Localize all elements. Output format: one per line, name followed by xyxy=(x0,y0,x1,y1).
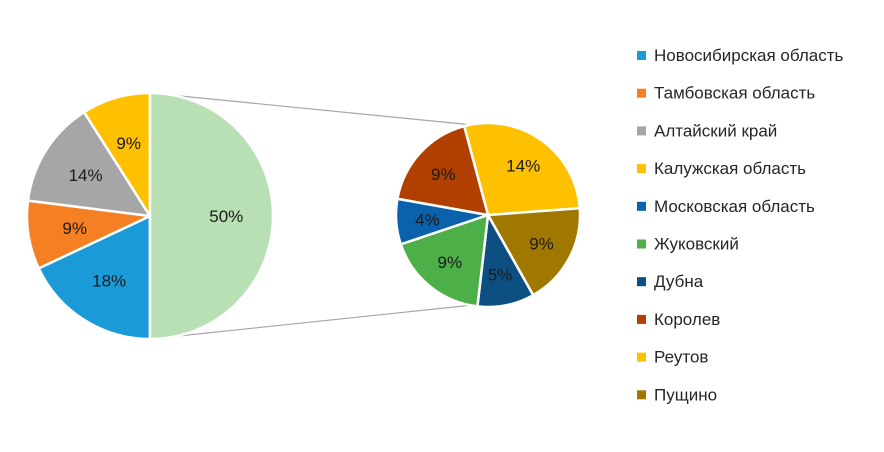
secondary-pie: 14% 9% 5% 9% 4% 9% xyxy=(394,121,582,309)
main-slice-label-0: 18% xyxy=(92,271,126,290)
legend-swatch-3 xyxy=(637,164,646,174)
main-pie: 18% 9% 14% 9% 50% xyxy=(25,91,275,341)
secondary-slice-label-2: 5% xyxy=(488,266,513,285)
legend-swatch-1 xyxy=(637,88,646,98)
legend-swatch-7 xyxy=(637,314,646,324)
legend-swatch-8 xyxy=(637,352,646,362)
secondary-slice-1 xyxy=(485,206,582,297)
main-slice-label-3: 9% xyxy=(116,134,141,153)
legend-label-0: Новосибирская область xyxy=(654,46,843,65)
legend-swatch-4 xyxy=(637,201,646,211)
connector-line-top xyxy=(149,92,474,126)
legend-label-5: Жуковский xyxy=(654,235,739,254)
legend-swatch-9 xyxy=(637,390,646,400)
main-slice-2 xyxy=(26,110,153,218)
connector-line-bottom xyxy=(149,304,474,340)
legend-label-1: Тамбовская область xyxy=(654,84,815,103)
legend-label-2: Алтайский край xyxy=(654,121,777,140)
secondary-slice-5 xyxy=(396,124,490,217)
main-slice-4 xyxy=(148,91,275,341)
legend-label-3: Калужская область xyxy=(654,159,806,178)
connector-lines xyxy=(149,92,474,340)
legend-label-7: Королев xyxy=(654,310,720,329)
main-slice-label-1: 9% xyxy=(62,219,87,238)
main-slice-0 xyxy=(37,214,152,341)
main-slice-label-4: 50% xyxy=(209,207,243,226)
legend-label-8: Реутов xyxy=(654,348,708,367)
secondary-slice-label-0: 14% xyxy=(506,157,540,176)
secondary-slice-label-1: 9% xyxy=(529,235,554,254)
legend: Новосибирская область Тамбовская область А… xyxy=(637,46,843,404)
secondary-slice-0 xyxy=(462,121,582,217)
legend-label-6: Дубна xyxy=(654,272,704,291)
legend-swatch-5 xyxy=(637,239,646,249)
secondary-slice-label-3: 9% xyxy=(437,253,462,272)
legend-label-4: Московская область xyxy=(654,197,815,216)
legend-swatch-6 xyxy=(637,277,646,287)
secondary-slice-label-4: 4% xyxy=(415,210,440,229)
main-slice-label-2: 14% xyxy=(69,166,103,185)
secondary-slice-label-5: 9% xyxy=(431,165,456,184)
legend-swatch-0 xyxy=(637,51,646,60)
legend-swatch-2 xyxy=(637,126,646,136)
legend-label-9: Пущино xyxy=(654,385,717,404)
